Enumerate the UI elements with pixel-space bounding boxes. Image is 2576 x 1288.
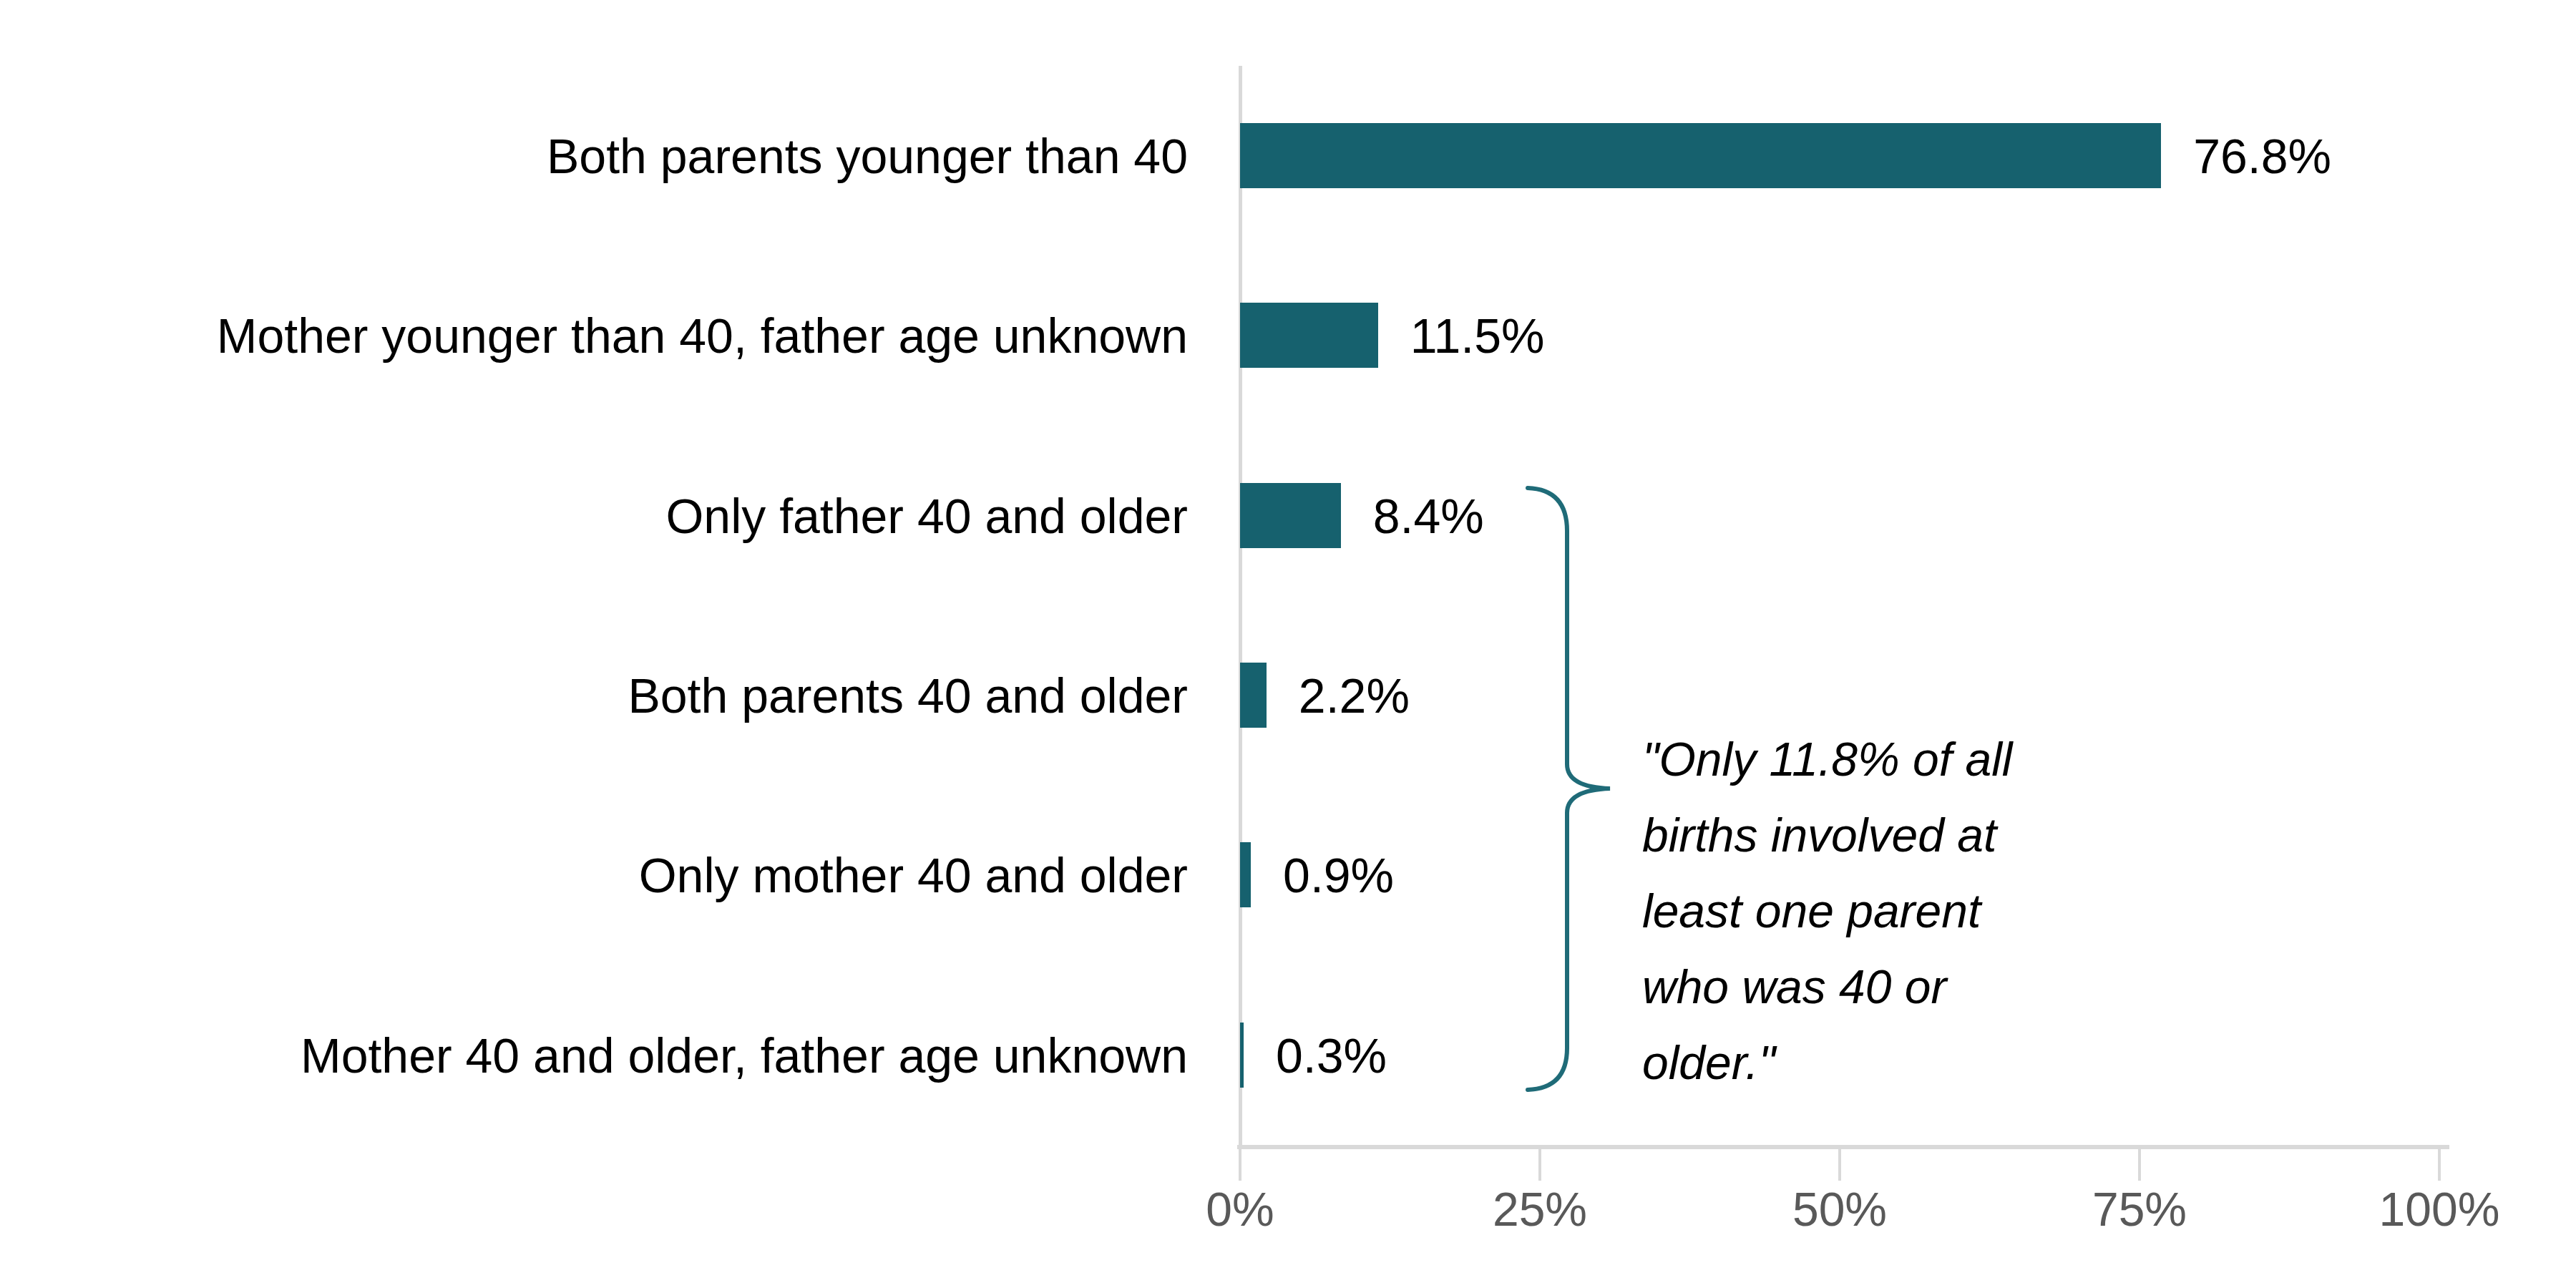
annotation-text: "Only 11.8% of all births involved at le…: [1642, 721, 2358, 1101]
bar: [1240, 123, 2161, 188]
chart-row: Mother younger than 40, father age unkno…: [0, 245, 2576, 425]
x-tick-label: 25%: [1425, 1182, 1654, 1236]
x-tick: [1239, 1149, 1241, 1181]
bar: [1240, 303, 1378, 368]
bar: [1240, 1023, 1244, 1088]
bar: [1240, 663, 1267, 728]
chart-row: Only father 40 and older 8.4%: [0, 426, 2576, 605]
x-tick: [1538, 1149, 1541, 1181]
value-label: 2.2%: [1299, 605, 1410, 785]
value-label: 76.8%: [2193, 66, 2331, 245]
chart-row: Both parents younger than 40 76.8%: [0, 66, 2576, 245]
value-label: 0.3%: [1276, 965, 1387, 1145]
category-label: Only mother 40 and older: [0, 785, 1188, 965]
category-label: Both parents younger than 40: [0, 66, 1188, 245]
x-tick: [1838, 1149, 1841, 1181]
annotation-line: older.": [1642, 1025, 2358, 1101]
x-tick-label: 0%: [1126, 1182, 1355, 1236]
x-tick-label: 75%: [2025, 1182, 2254, 1236]
category-label: Mother younger than 40, father age unkno…: [0, 245, 1188, 425]
value-label: 8.4%: [1373, 426, 1484, 605]
bar-track: 76.8%: [1240, 66, 2439, 245]
x-tick-label: 50%: [1725, 1182, 1954, 1236]
value-label: 0.9%: [1283, 785, 1394, 965]
annotation-line: who was 40 or: [1642, 949, 2358, 1025]
bar: [1240, 842, 1251, 907]
brace-annotation-mark: [1517, 472, 1660, 1116]
bar: [1240, 483, 1341, 548]
bar-track: 8.4%: [1240, 426, 2439, 605]
category-label: Both parents 40 and older: [0, 605, 1188, 785]
annotation-line: births involved at: [1642, 797, 2358, 873]
x-tick: [2438, 1149, 2441, 1181]
x-axis: 0% 25% 50% 75% 100%: [1240, 1145, 2439, 1288]
x-tick: [2138, 1149, 2141, 1181]
category-label: Mother 40 and older, father age unknown: [0, 965, 1188, 1145]
category-label: Only father 40 and older: [0, 426, 1188, 605]
annotation-line: least one parent: [1642, 873, 2358, 949]
value-label: 11.5%: [1410, 245, 1545, 425]
x-tick-label: 100%: [2325, 1182, 2554, 1236]
annotation-line: "Only 11.8% of all: [1642, 721, 2358, 797]
bar-chart: Both parents younger than 40 76.8% Mothe…: [0, 0, 2576, 1288]
bar-track: 11.5%: [1240, 245, 2439, 425]
